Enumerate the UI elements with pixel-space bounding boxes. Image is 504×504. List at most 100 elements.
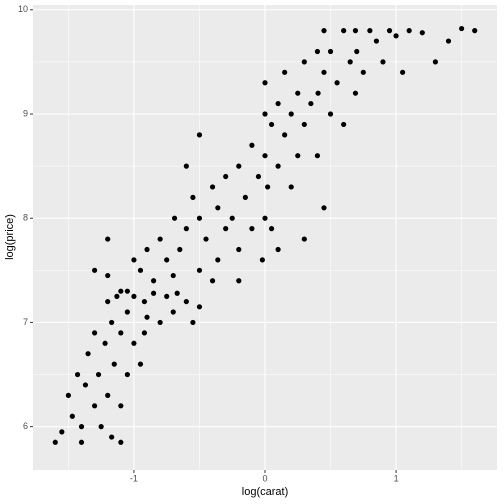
- point: [393, 33, 399, 39]
- point: [196, 304, 203, 310]
- point: [157, 236, 163, 242]
- point: [196, 132, 203, 138]
- point: [137, 361, 144, 367]
- point: [183, 163, 189, 169]
- point: [196, 267, 203, 273]
- point: [472, 28, 478, 34]
- point: [223, 226, 229, 232]
- point: [137, 267, 144, 273]
- point: [347, 59, 353, 65]
- point: [131, 340, 137, 346]
- point: [406, 28, 412, 34]
- y-tick-label: 7: [23, 317, 28, 327]
- point: [144, 246, 150, 253]
- point: [157, 319, 163, 326]
- point: [150, 290, 157, 296]
- point: [190, 319, 196, 326]
- point: [268, 121, 275, 128]
- point: [105, 236, 111, 242]
- point: [177, 246, 183, 253]
- point: [301, 59, 307, 65]
- point: [352, 90, 359, 96]
- point: [315, 90, 321, 96]
- point: [288, 111, 294, 117]
- point: [118, 330, 124, 336]
- point: [321, 205, 327, 211]
- point: [131, 293, 137, 299]
- point: [174, 290, 180, 296]
- point: [183, 298, 189, 305]
- point: [275, 100, 281, 107]
- point: [352, 28, 359, 34]
- point: [268, 226, 275, 232]
- point: [65, 392, 71, 398]
- point: [301, 236, 307, 242]
- point: [74, 371, 81, 378]
- point: [105, 298, 111, 305]
- point: [196, 215, 203, 221]
- point: [111, 361, 117, 367]
- point: [190, 194, 196, 200]
- point: [236, 163, 242, 169]
- point: [92, 330, 98, 336]
- point: [321, 69, 327, 75]
- point: [236, 278, 242, 284]
- y-tick-label: 10: [18, 4, 28, 14]
- point: [52, 439, 58, 445]
- point: [282, 132, 288, 138]
- point: [85, 351, 91, 357]
- point: [141, 330, 148, 336]
- point: [118, 439, 124, 445]
- point: [255, 173, 262, 180]
- point: [242, 194, 248, 200]
- point: [69, 413, 75, 419]
- point: [275, 246, 281, 253]
- point: [118, 403, 124, 409]
- point: [445, 38, 452, 44]
- point: [183, 226, 189, 232]
- point: [102, 340, 108, 346]
- point: [209, 278, 216, 284]
- point: [432, 59, 438, 65]
- x-tick-label: 0: [262, 473, 267, 483]
- point: [164, 257, 170, 263]
- point: [295, 153, 301, 159]
- point: [249, 226, 255, 232]
- point: [327, 48, 334, 55]
- point: [82, 382, 89, 388]
- point: [92, 267, 98, 273]
- point: [288, 184, 294, 190]
- point: [314, 153, 321, 159]
- point: [334, 80, 340, 86]
- x-axis-title: log(carat): [242, 486, 288, 498]
- point: [373, 38, 380, 44]
- point: [249, 142, 255, 148]
- point: [386, 28, 393, 34]
- point: [105, 272, 111, 279]
- point: [341, 28, 347, 34]
- point: [95, 371, 102, 378]
- point: [360, 69, 366, 75]
- point: [109, 434, 115, 440]
- y-tick-label: 9: [23, 108, 28, 118]
- point: [236, 246, 242, 253]
- point: [114, 293, 120, 299]
- point: [321, 28, 327, 34]
- x-tick-label: 1: [394, 473, 399, 483]
- point: [98, 424, 104, 430]
- point: [341, 121, 347, 128]
- point: [170, 272, 176, 279]
- point: [262, 215, 268, 221]
- point: [164, 293, 170, 299]
- point: [105, 392, 111, 398]
- point: [215, 205, 221, 211]
- y-tick-label: 6: [23, 421, 28, 431]
- point: [171, 215, 178, 221]
- y-tick-label: 8: [23, 213, 28, 223]
- point: [282, 69, 288, 75]
- point: [203, 236, 209, 242]
- point: [144, 314, 150, 320]
- point: [265, 184, 271, 190]
- point: [327, 111, 334, 117]
